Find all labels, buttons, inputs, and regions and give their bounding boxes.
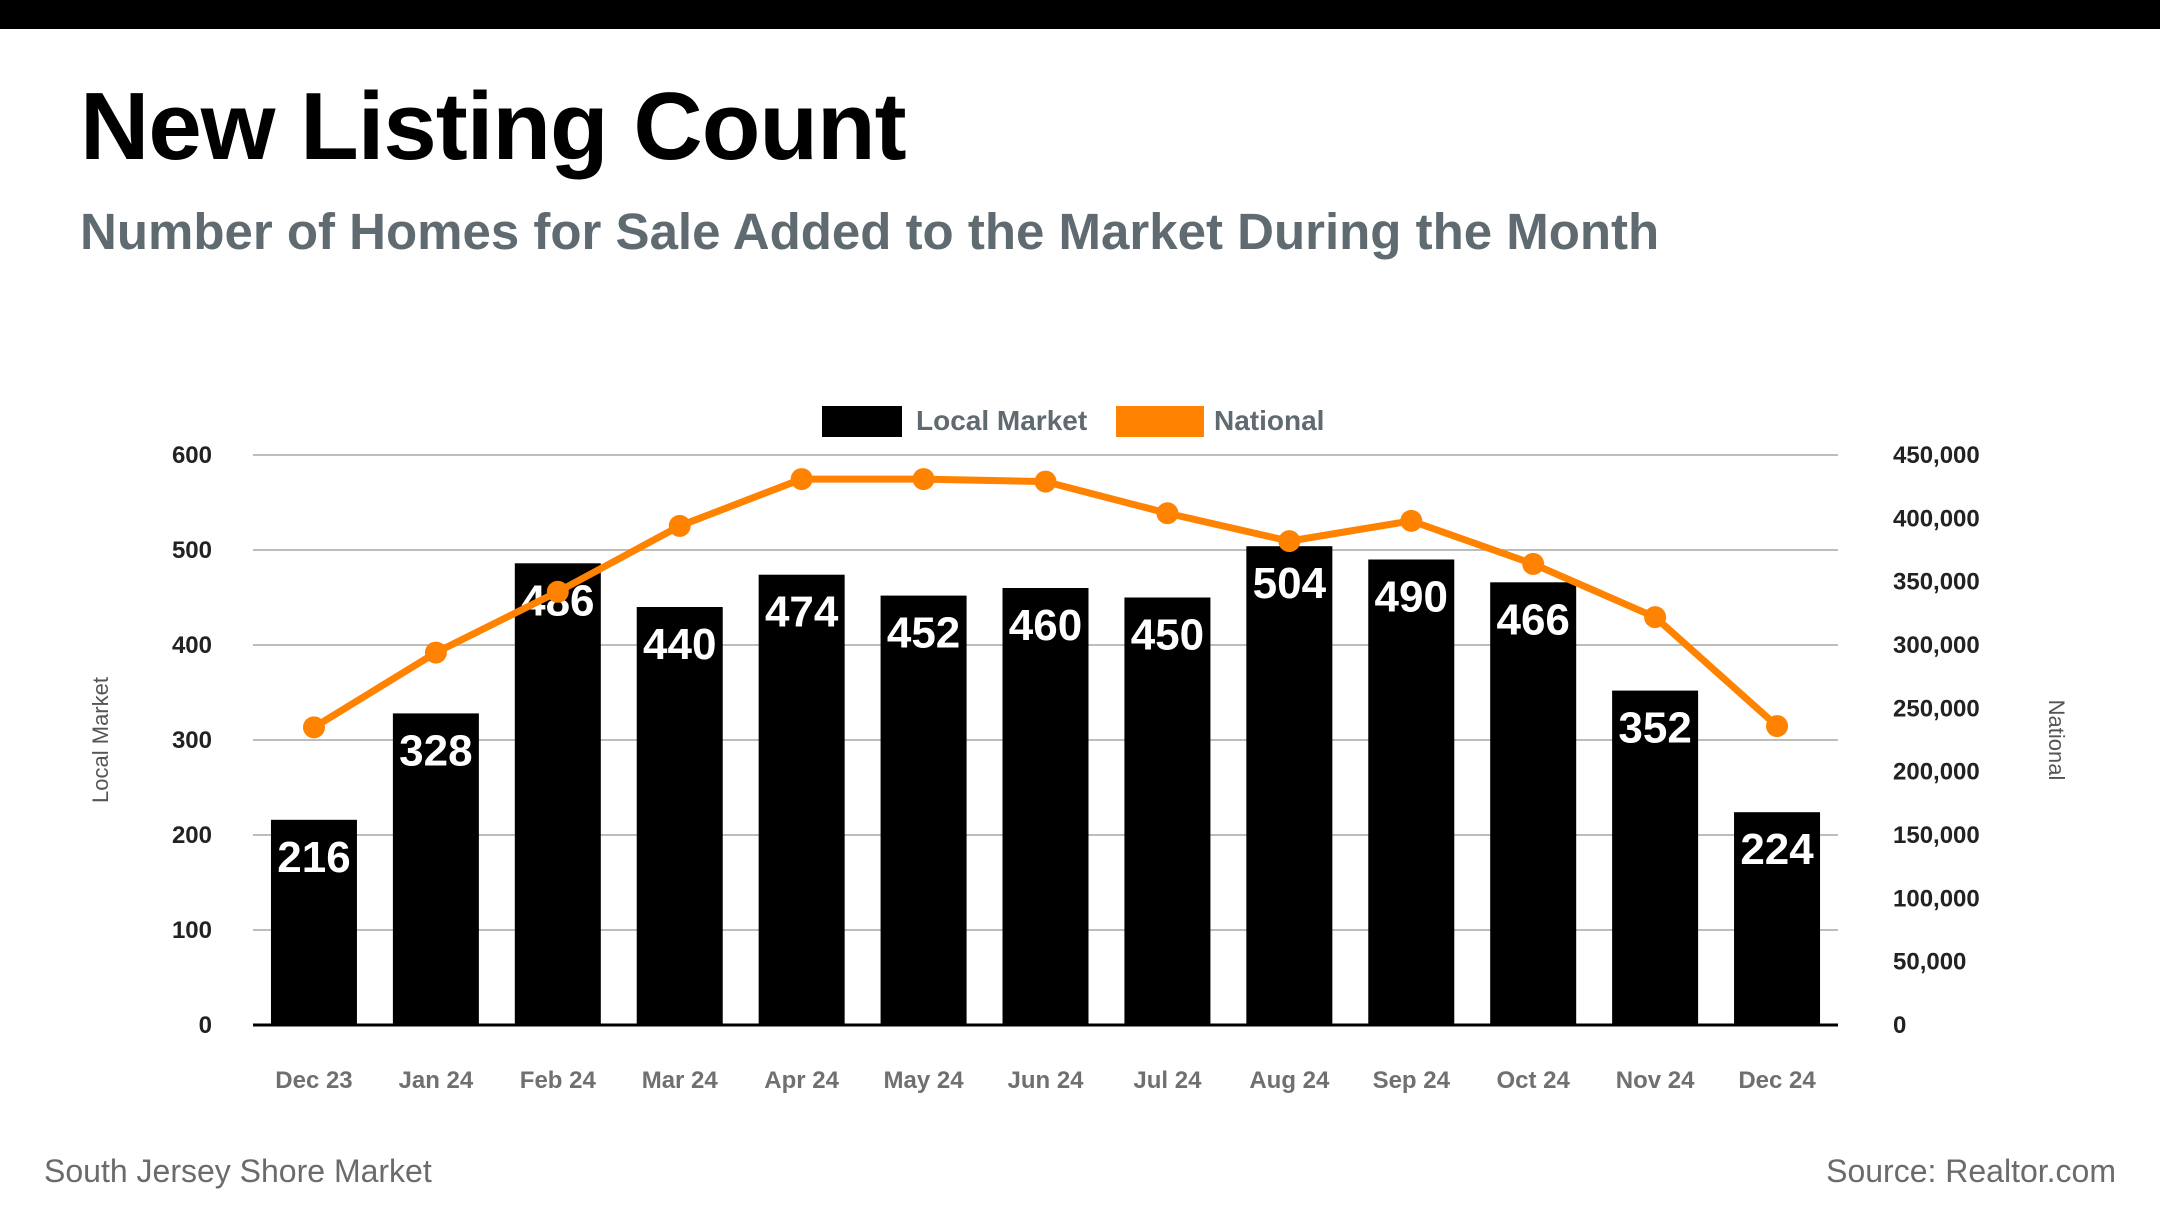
legend-label-local: Local Market [916,405,1087,436]
national-point [790,468,813,491]
national-point [1522,552,1545,575]
national-point [1278,530,1301,553]
bar-value-label: 224 [1740,825,1814,874]
bar-aug-24 [1246,546,1333,1025]
x-tick-label: Dec 23 [275,1067,352,1094]
y-tick-label: 400 [172,632,212,659]
bars [270,546,1821,1025]
y-tick-label: 500 [172,537,212,564]
bar-feb-24 [514,563,601,1025]
bar-value-label: 490 [1375,573,1448,622]
y-tick-label: 300 [172,727,212,754]
bar-value-label: 460 [1009,601,1082,650]
axes: 0 100 200 300 400 500 600 0 50,000 100,000 150,000… [88,442,2069,1094]
bar-value-label: 440 [643,620,716,669]
bar-dec-24 [1734,812,1821,1025]
top-black-bar [0,0,2160,29]
bar-mar-24 [636,607,723,1025]
y2-tick-label: 350,000 [1893,569,1980,596]
bar-value-label: 452 [887,609,960,658]
bar-value-label: 328 [399,726,472,775]
national-point [546,580,569,603]
y2-tick-label: 250,000 [1893,695,1980,722]
bar-sep-24 [1368,559,1455,1025]
national-point [1400,509,1423,532]
legend-swatch-national [1116,406,1204,437]
x-tick-label: Jan 24 [399,1067,474,1094]
national-point [1644,606,1667,629]
x-tick-label: Mar 24 [642,1067,719,1094]
bar-value-label: 466 [1496,595,1569,644]
y2-tick-label: 150,000 [1893,822,1980,849]
y2-tick-label: 50,000 [1893,949,1966,976]
bar-value-label: 474 [765,588,839,637]
national-point [912,468,935,491]
y2-tick-label: 0 [1893,1012,1906,1039]
national-point [1034,470,1057,493]
market-name: South Jersey Shore Market [44,1153,432,1189]
y2-tick-label: 200,000 [1893,759,1980,786]
y2-tick-label: 450,000 [1893,442,1980,469]
y2-axis-title: National [2044,700,2069,781]
y-tick-label: 600 [172,442,212,469]
national-point [302,716,325,739]
bar-oct-24 [1490,582,1577,1025]
x-tick-label: Oct 24 [1497,1067,1571,1094]
y-axis-title: Local Market [88,677,113,803]
x-tick-label: Jul 24 [1133,1067,1202,1094]
national-point [1766,715,1789,738]
bar-jan-24 [392,713,479,1025]
bar-apr-24 [758,574,845,1025]
bar-dec-23 [270,819,357,1025]
legend: Local Market National [822,405,1324,437]
page-title: New Listing Count [80,73,907,180]
legend-label-national: National [1214,405,1324,436]
national-point [1156,502,1179,525]
national-line-series [302,468,1789,739]
x-tick-label: Nov 24 [1616,1067,1695,1094]
x-tick-label: Sep 24 [1373,1067,1451,1094]
bar-may-24 [880,595,967,1025]
x-tick-label: Aug 24 [1249,1067,1330,1094]
y2-tick-label: 300,000 [1893,632,1980,659]
y-tick-label: 100 [172,917,212,944]
x-tick-label: Apr 24 [764,1067,839,1094]
bar-value-label: 504 [1253,559,1327,608]
y-tick-label: 200 [172,822,212,849]
bar-labels: 216328486440474452460450504490466352224 [277,559,1814,882]
x-tick-label: Dec 24 [1738,1067,1816,1094]
legend-swatch-local [822,406,902,437]
national-point [668,514,691,537]
bar-value-label: 450 [1131,611,1204,660]
x-tick-label: May 24 [884,1067,965,1094]
bar-nov-24 [1612,690,1699,1025]
bar-value-label: 216 [277,833,350,882]
source-note: Source: Realtor.com [1826,1153,2116,1189]
bar-value-label: 352 [1618,704,1691,753]
bar-jun-24 [1002,588,1089,1025]
y2-tick-label: 400,000 [1893,505,1980,532]
x-tick-label: Jun 24 [1007,1067,1084,1094]
page-subtitle: Number of Homes for Sale Added to the Ma… [80,203,1660,260]
y-tick-label: 0 [199,1012,212,1039]
bar-jul-24 [1124,597,1211,1025]
national-point [424,641,447,664]
y2-tick-label: 100,000 [1893,885,1980,912]
x-tick-label: Feb 24 [520,1067,597,1094]
